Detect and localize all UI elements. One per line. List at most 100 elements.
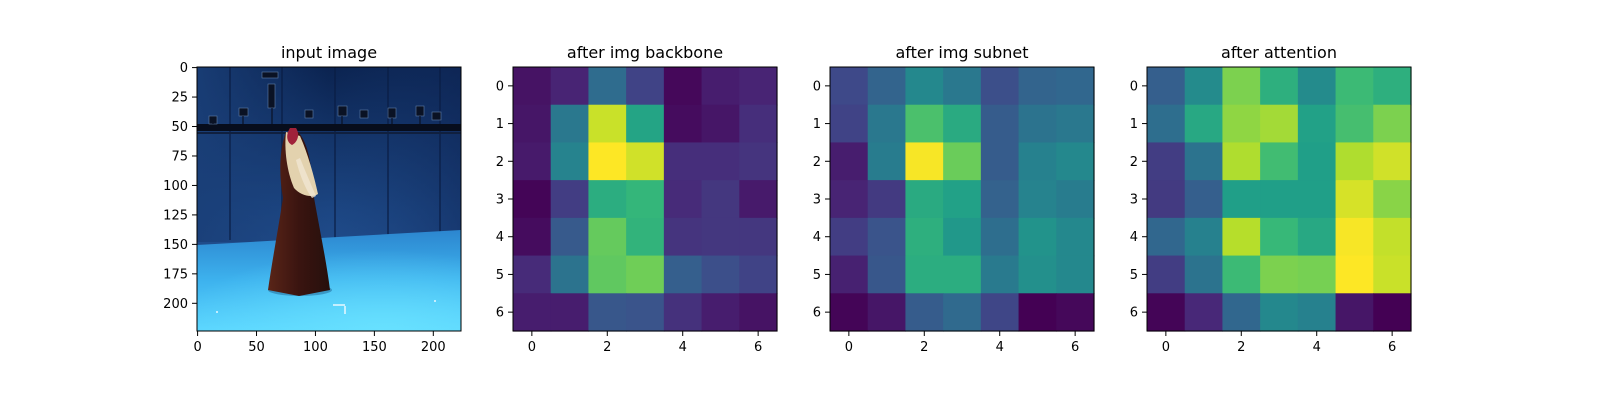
heatmap-cell <box>626 142 665 181</box>
heatmap-cell <box>830 180 869 219</box>
heatmap-cell <box>701 67 740 106</box>
heatmap-cell <box>943 217 982 257</box>
heatmap-cell <box>626 104 665 144</box>
heatmap-cell <box>943 293 982 332</box>
heatmap-cell <box>550 217 590 257</box>
heatmap-cell <box>980 142 1020 181</box>
heatmap-cell <box>943 142 982 181</box>
heatmap-cell <box>663 142 703 181</box>
heatmap-cell <box>1056 293 1095 332</box>
heatmap-cell <box>1260 180 1299 219</box>
heatmap-cell <box>1222 180 1261 219</box>
heatmap-cell <box>1184 67 1224 106</box>
input-photo <box>197 67 461 331</box>
heatmap-cell <box>1373 180 1412 219</box>
y-tick-label: 3 <box>1130 193 1138 208</box>
heatmap-cell <box>1297 142 1337 181</box>
heatmap-cell <box>980 255 1020 294</box>
heatmap-cell <box>1222 217 1261 257</box>
heatmap-cell <box>1147 255 1186 294</box>
y-tick-label: 0 <box>180 61 188 76</box>
heatmap-cell <box>980 104 1020 144</box>
panel-input-image: input image <box>163 43 462 355</box>
heatmap-cell <box>513 104 552 144</box>
heatmap-cell <box>1056 67 1095 106</box>
heatmap-cell <box>1297 180 1337 219</box>
heatmap-cell <box>588 293 627 332</box>
heatmap-cell <box>1297 255 1337 294</box>
heatmap-cell <box>867 180 907 219</box>
y-tick-label: 2 <box>1130 155 1138 170</box>
x-tick-label: 50 <box>248 340 265 355</box>
heatmap-cell <box>513 180 552 219</box>
heatmap-cell <box>1018 293 1057 332</box>
heatmap-cell <box>550 293 590 332</box>
heatmap-cell <box>1018 217 1057 257</box>
heatmap-cell <box>626 293 665 332</box>
heatmap-cell <box>626 180 665 219</box>
heatmap-cell <box>1147 142 1186 181</box>
heatmap-cell <box>1373 217 1412 257</box>
heatmap-cell <box>1184 142 1224 181</box>
y-tick-label: 0 <box>813 79 821 94</box>
head <box>287 128 299 145</box>
heatmap-cells <box>830 67 1095 332</box>
heatmap-cell <box>1018 104 1057 144</box>
heatmap-cell <box>588 217 627 257</box>
y-tick-label: 6 <box>1130 306 1138 321</box>
heatmap-cell <box>1184 293 1224 332</box>
y-tick-label: 1 <box>496 117 504 132</box>
performer <box>268 128 332 296</box>
axis-ticks: 0 2 4 6 0 1 2 3 4 5 6 <box>496 79 763 355</box>
panel-title: after img subnet <box>895 43 1028 62</box>
heatmap-cell <box>1056 142 1095 181</box>
heatmap-cell <box>739 255 778 294</box>
heatmap-cell <box>701 180 740 219</box>
heatmap-cell <box>1147 217 1186 257</box>
y-tick-label: 4 <box>1130 230 1138 245</box>
x-tick-label: 0 <box>845 340 853 355</box>
heatmap-cell <box>626 217 665 257</box>
heatmap-cell <box>1056 104 1095 144</box>
heatmap-cell <box>867 217 907 257</box>
x-tick-label: 6 <box>754 340 762 355</box>
y-tick-label: 4 <box>496 230 504 245</box>
heatmap-cell <box>663 255 703 294</box>
x-tick-label: 0 <box>1162 340 1170 355</box>
heatmap-cell <box>1184 255 1224 294</box>
heatmap-cell <box>701 217 740 257</box>
heatmap-cell <box>830 104 869 144</box>
heatmap-cell <box>1222 142 1261 181</box>
y-tick-label: 4 <box>813 230 821 245</box>
heatmap-cell <box>867 255 907 294</box>
heatmap-cell <box>830 293 869 332</box>
y-tick-label: 6 <box>496 306 504 321</box>
heatmap-cell <box>1184 217 1224 257</box>
heatmap-cell <box>830 255 869 294</box>
heatmap-cell <box>550 180 590 219</box>
y-tick-label: 50 <box>171 120 188 135</box>
y-tick-label: 3 <box>496 193 504 208</box>
axis-ticks: 0 2 4 6 0 1 2 3 4 5 6 <box>1130 79 1397 355</box>
heatmap-cell <box>1297 67 1337 106</box>
heatmap-cell <box>1147 104 1186 144</box>
panel-after-attention: after attention 0 2 4 6 0 1 2 3 4 5 6 <box>1130 43 1412 355</box>
wall-shading <box>197 67 461 242</box>
heatmap-cell <box>1056 217 1095 257</box>
x-tick-label: 2 <box>920 340 928 355</box>
heatmap-cell <box>1018 180 1057 219</box>
x-tick-label: 100 <box>303 340 328 355</box>
y-tick-label: 0 <box>1130 79 1138 94</box>
heatmap-cell <box>1260 217 1299 257</box>
heatmap-cell <box>588 67 627 106</box>
heatmap-cell <box>1184 180 1224 219</box>
dress <box>268 132 330 296</box>
panel-after-img-subnet: after img subnet 0 2 4 6 0 1 2 3 4 5 6 <box>813 43 1095 355</box>
heatmap-cell <box>867 142 907 181</box>
y-tick-label: 5 <box>813 268 821 283</box>
heatmap-cell <box>943 104 982 144</box>
heatmap-cell <box>513 142 552 181</box>
y-tick-label: 1 <box>813 117 821 132</box>
heatmap-cell <box>830 142 869 181</box>
